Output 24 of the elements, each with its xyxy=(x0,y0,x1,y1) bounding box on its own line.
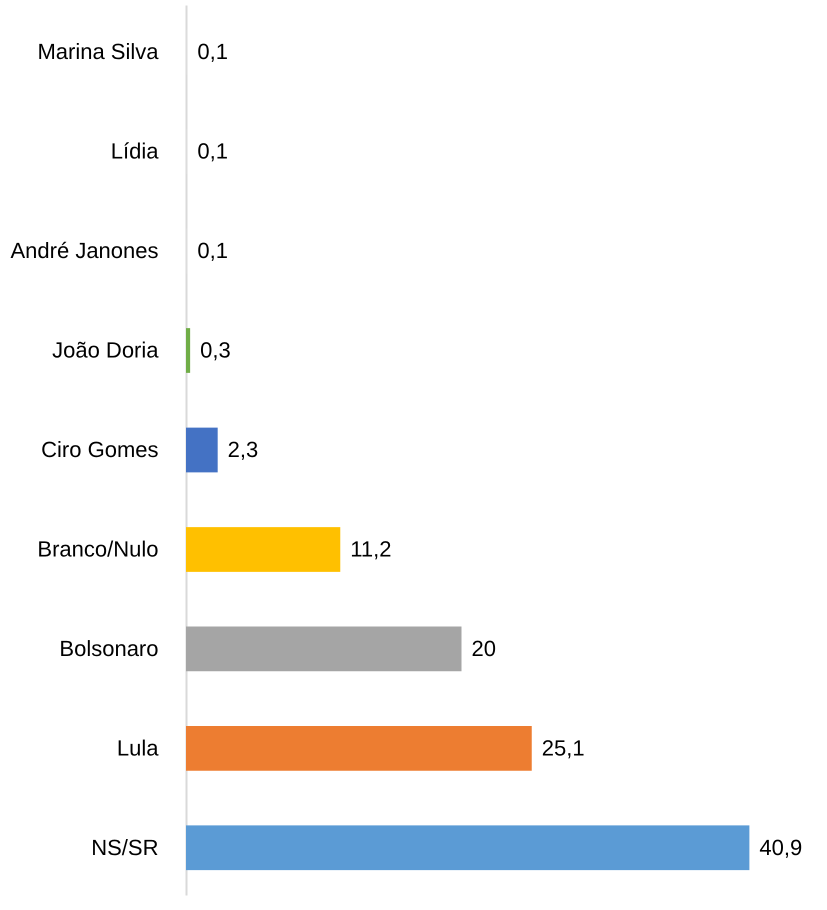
data-label: 11,2 xyxy=(350,536,392,562)
data-label: 40,9 xyxy=(759,834,802,860)
y-tick-label: João Doria xyxy=(52,338,160,363)
y-tick-label: André Janones xyxy=(10,238,158,264)
bar xyxy=(186,428,218,472)
data-label: 2,3 xyxy=(228,437,258,462)
bar xyxy=(186,626,462,672)
bar xyxy=(186,328,190,373)
data-label: 0,1 xyxy=(197,39,228,64)
y-tick-label: Ciro Gomes xyxy=(41,437,158,462)
bar xyxy=(186,527,340,572)
bar xyxy=(186,726,532,771)
y-tick-label: Bolsonaro xyxy=(59,636,158,661)
data-label: 0,3 xyxy=(200,338,231,363)
y-tick-label: Branco/Nulo xyxy=(37,536,158,562)
y-tick-label: Marina Silva xyxy=(37,39,160,64)
y-tick-label: Lídia xyxy=(110,138,160,164)
y-tick-label: Lula xyxy=(116,735,160,760)
data-label: 20 xyxy=(472,636,496,661)
data-label: 0,1 xyxy=(197,238,228,264)
data-label: 0,1 xyxy=(197,138,228,164)
bar xyxy=(186,825,750,870)
data-label: 25,1 xyxy=(542,735,585,760)
y-tick-label: NS/SR xyxy=(91,834,158,860)
